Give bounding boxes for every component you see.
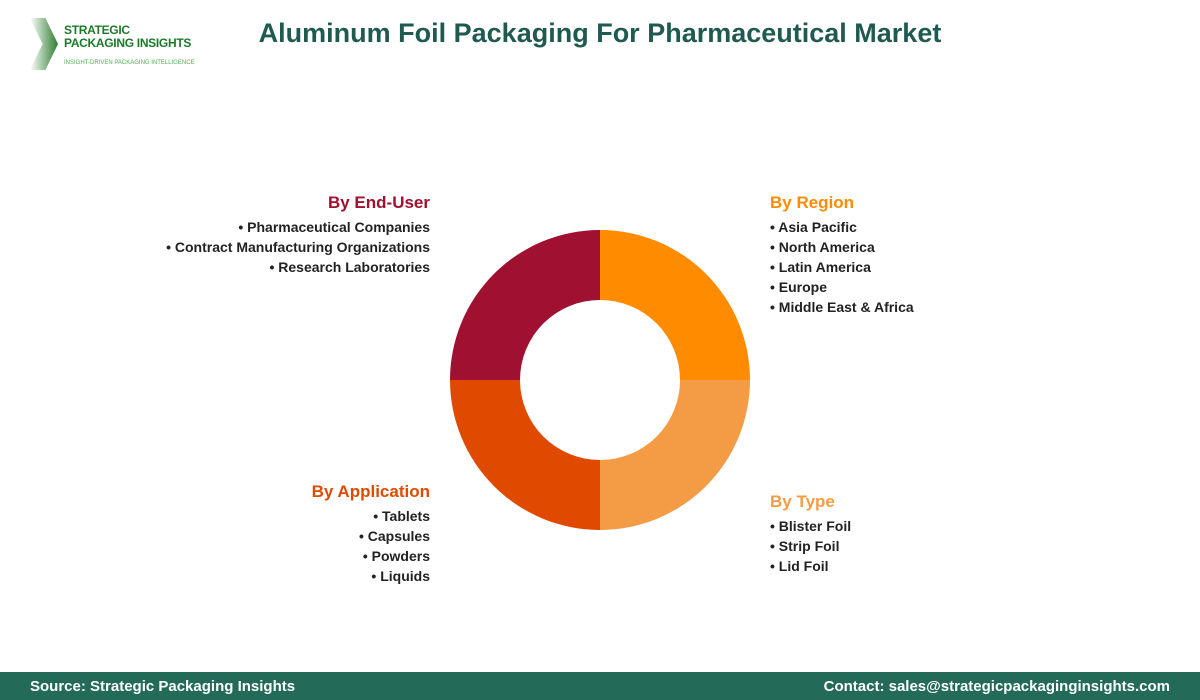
segment-title: By Type <box>770 492 835 511</box>
segment-region: By Region • Asia Pacific • North America • … <box>770 193 914 317</box>
segment-application: By Application • Tablets • Capsules • Powde… <box>312 482 430 586</box>
donut-slice <box>600 230 750 380</box>
segment-item: • Lid Foil <box>770 558 829 574</box>
segment-title: By Region <box>770 193 855 212</box>
segment-title: By Application <box>311 482 430 501</box>
segment-item: • Powders <box>362 548 430 564</box>
segment-item: • Liquids <box>371 568 430 584</box>
footer: Source: Strategic Packaging Insights Con… <box>0 672 1200 700</box>
segment-end-user: By End-User • Pharmaceutical Companies • C… <box>166 193 430 277</box>
logo-line1: STRATEGIC <box>64 23 130 37</box>
donut-slice <box>450 380 600 530</box>
segment-item: • Contract Manufacturing Organizations <box>166 239 430 255</box>
segment-item: • Research Laboratories <box>269 259 430 275</box>
logo-tagline: INSIGHT-DRIVEN PACKAGING INTELLIGENCE <box>64 60 195 66</box>
segment-item: • Tablets <box>373 508 430 524</box>
footer-source: Source: Strategic Packaging Insights <box>30 677 296 695</box>
segment-item: • Asia Pacific <box>770 219 857 235</box>
segment-item: • Latin America <box>770 259 871 275</box>
logo: STRATEGIC PACKAGING INSIGHTS INSIGHT-DRIV… <box>30 18 200 72</box>
segment-item: • Europe <box>770 279 828 295</box>
segment-item: • Blister Foil <box>770 518 852 534</box>
donut-slice <box>600 380 750 530</box>
segment-item: • Capsules <box>358 528 430 544</box>
donut-slice <box>450 230 600 380</box>
segment-item: • North America <box>770 239 875 255</box>
segment-type: By Type • Blister Foil • Strip Foil • Lid F… <box>770 492 851 576</box>
segment-title: By End-User <box>327 193 430 212</box>
segment-item: • Pharmaceutical Companies <box>238 219 430 235</box>
logo-line2: PACKAGING INSIGHTS <box>64 36 192 50</box>
page-title: Aluminum Foil Packaging For Pharmaceutic… <box>258 18 942 48</box>
footer-contact[interactable]: Contact: sales@strategicpackaginginsight… <box>823 677 1170 695</box>
segment-item: • Strip Foil <box>770 538 840 554</box>
segment-item: • Middle East & Africa <box>770 299 914 315</box>
